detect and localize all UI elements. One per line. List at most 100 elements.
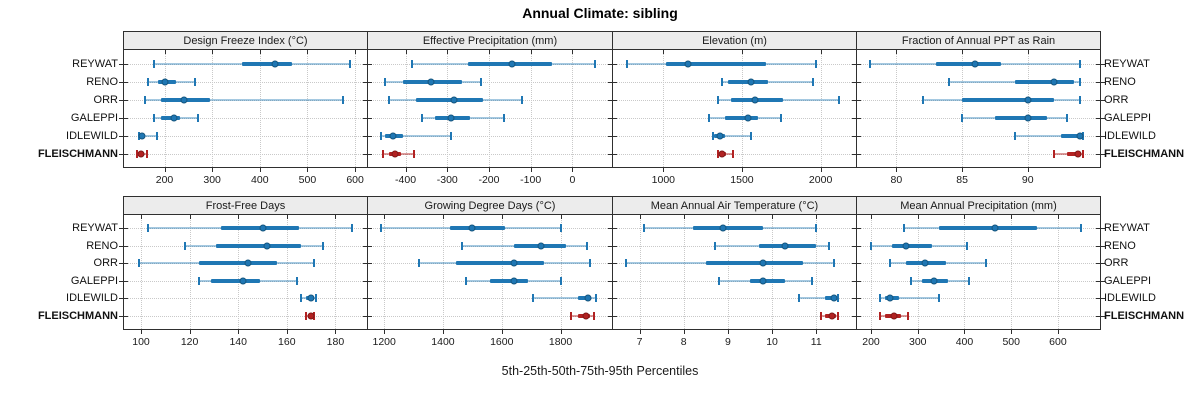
x-tick-label: 180: [326, 336, 345, 348]
site-label-left: GALEPPI: [70, 111, 118, 124]
x-tick-label: 1400: [431, 336, 455, 348]
panel-plot: [123, 49, 368, 168]
tick-mark: [335, 330, 337, 334]
tick-mark: [368, 298, 372, 300]
tick-mark: [852, 263, 856, 265]
tick-mark: [384, 330, 386, 334]
panel-strip: Frost-Free Days: [123, 196, 368, 215]
whisker-cap: [198, 276, 201, 285]
tick-mark: [368, 280, 372, 282]
x-gridline: [1057, 215, 1059, 329]
tick-mark: [1101, 263, 1105, 265]
whisker-cap: [902, 224, 905, 233]
median-dot: [890, 312, 898, 320]
tick-mark: [368, 63, 372, 65]
x-gridline: [683, 215, 685, 329]
tick-mark: [368, 135, 372, 137]
y-gridline: [124, 315, 367, 317]
iqr-bar: [749, 278, 786, 283]
x-gridline: [1011, 215, 1013, 329]
iqr-bar: [160, 115, 181, 120]
tick-mark: [1101, 63, 1105, 65]
y-gridline: [857, 315, 1100, 317]
median-dot: [747, 78, 755, 85]
tick-mark: [608, 315, 612, 317]
whisker-cap: [183, 241, 186, 250]
whisker-cap: [819, 311, 822, 320]
whisker-cap: [711, 131, 714, 140]
whisker-cap: [642, 224, 645, 233]
whisker-cap: [461, 241, 464, 250]
tick-mark: [1101, 99, 1105, 101]
whisker-cap: [342, 95, 345, 104]
tick-mark: [119, 280, 123, 282]
whisker-cap: [412, 149, 415, 158]
x-gridline: [871, 215, 873, 329]
tick-mark: [363, 263, 367, 265]
tick-mark: [852, 117, 856, 119]
tick-mark: [1101, 228, 1105, 230]
x-gridline: [141, 215, 142, 329]
tick-mark: [1011, 215, 1013, 219]
tick-mark: [560, 215, 562, 219]
x-tick-label: -300: [436, 174, 458, 186]
tick-mark: [820, 168, 822, 172]
panel-plot: [367, 49, 613, 168]
whisker-cap: [984, 259, 987, 268]
y-gridline: [857, 263, 1100, 265]
tick-mark: [363, 245, 367, 247]
tick-mark: [917, 330, 919, 334]
median-dot: [991, 224, 999, 232]
tick-mark: [613, 135, 617, 137]
x-gridline: [772, 215, 774, 329]
tick-mark: [896, 168, 898, 172]
iqr-bar: [892, 243, 932, 248]
whisker-cap: [1013, 131, 1016, 140]
tick-mark: [613, 263, 617, 265]
y-gridline: [368, 135, 612, 137]
whisker-cap: [837, 95, 840, 104]
tick-mark: [1101, 315, 1105, 317]
tick-mark: [141, 215, 142, 219]
whisker-cap: [965, 241, 968, 250]
x-tick-label: -200: [478, 174, 500, 186]
y-gridline: [124, 99, 367, 101]
median-dot: [684, 60, 692, 67]
tick-mark: [1096, 315, 1100, 317]
tick-mark: [363, 228, 367, 230]
tick-mark: [857, 99, 861, 101]
iqr-bar: [1014, 79, 1074, 84]
tick-mark: [608, 228, 612, 230]
tick-mark: [639, 330, 641, 334]
whisker-cap: [144, 95, 147, 104]
site-label-right: IDLEWILD: [1104, 292, 1156, 305]
tick-mark: [852, 315, 856, 317]
tick-mark: [119, 315, 123, 317]
tick-mark: [852, 228, 856, 230]
x-tick-label: 1200: [372, 336, 396, 348]
tick-mark: [613, 99, 617, 101]
panel-strip: Growing Degree Days (°C): [367, 196, 613, 215]
whisker-cap: [351, 224, 354, 233]
tick-mark: [189, 330, 191, 334]
percentile-range-line: [1014, 134, 1083, 137]
whisker-cap: [155, 131, 158, 140]
tick-mark: [442, 215, 444, 219]
tick-mark: [286, 215, 288, 219]
x-tick-label: 400: [955, 336, 974, 348]
tick-mark: [124, 228, 128, 230]
panel-plot: [856, 49, 1101, 168]
site-label-right: ORR: [1104, 93, 1129, 106]
whisker-cap: [418, 259, 421, 268]
tick-mark: [1096, 280, 1100, 282]
whisker-cap: [707, 113, 710, 122]
tick-mark: [368, 99, 372, 101]
y-gridline: [368, 153, 612, 155]
tick-mark: [368, 153, 372, 155]
site-label-left: GALEPPI: [70, 274, 118, 287]
tick-mark: [572, 168, 574, 172]
tick-mark: [727, 330, 729, 334]
whisker-cap: [381, 149, 384, 158]
x-gridline: [238, 215, 240, 329]
x-tick-label: 11: [810, 336, 822, 348]
